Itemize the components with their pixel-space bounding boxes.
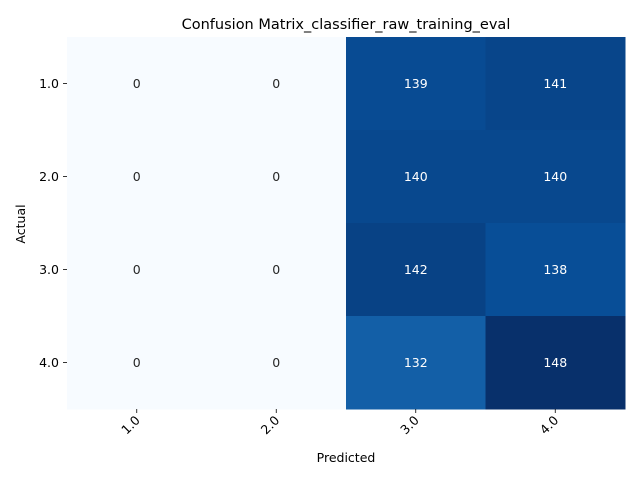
- heatmap-cell: [206, 130, 347, 224]
- y-tick-label: 2.0: [39, 169, 59, 184]
- x-axis-ticks: 1.0 2.0 3.0 4.0: [118, 409, 561, 437]
- heatmap-cell: [206, 316, 347, 410]
- heatmap-cell: [206, 223, 347, 317]
- cell-value-label: 142: [404, 262, 428, 277]
- chart-title: Confusion Matrix_classifier_raw_training…: [182, 17, 511, 33]
- cell-value-label: 140: [543, 169, 567, 184]
- cell-value-label: 0: [133, 355, 141, 370]
- cell-value-label: 140: [404, 169, 428, 184]
- heatmap-cell: [67, 37, 207, 131]
- cell-value-label: 141: [543, 76, 567, 91]
- x-tick-label: 3.0: [397, 412, 422, 437]
- heatmap-cell: [346, 223, 486, 317]
- x-tick-label: 2.0: [258, 412, 283, 437]
- cell-value-label: 0: [133, 262, 141, 277]
- heatmap-cell: [346, 130, 486, 224]
- y-tick-label: 3.0: [39, 262, 59, 277]
- cell-value-label: 0: [133, 169, 141, 184]
- cell-value-label: 148: [543, 355, 567, 370]
- heatmap-cell: [346, 316, 486, 410]
- cell-value-label: 0: [272, 169, 280, 184]
- y-tick-label: 1.0: [39, 76, 59, 91]
- heatmap-cell: [346, 37, 486, 131]
- heatmap-cell: [485, 130, 626, 224]
- heatmap-cell: [206, 37, 347, 131]
- y-tick-label: 4.0: [39, 355, 59, 370]
- heatmap-cell: [67, 223, 207, 317]
- heatmap-cell: [485, 223, 626, 317]
- x-axis-label: Predicted: [317, 450, 376, 465]
- heatmap-cells: 0 0 139 141 0 0 140 140 0 0 142 138 0 0 132 148: [67, 37, 626, 410]
- cell-value-label: 0: [272, 355, 280, 370]
- cell-value-label: 139: [404, 76, 428, 91]
- y-axis-label: Actual: [13, 204, 28, 243]
- heatmap-cell: [485, 37, 626, 131]
- cell-value-label: 132: [404, 355, 428, 370]
- cell-value-label: 138: [543, 262, 567, 277]
- heatmap-cell: [67, 316, 207, 410]
- cell-value-label: 0: [272, 76, 280, 91]
- heatmap-cell: [67, 130, 207, 224]
- heatmap-cell: [485, 316, 626, 410]
- x-tick-label: 1.0: [118, 412, 143, 437]
- cell-value-label: 0: [133, 76, 141, 91]
- x-tick-label: 4.0: [537, 412, 562, 437]
- y-axis-ticks: 1.0 2.0 3.0 4.0: [39, 76, 67, 370]
- cell-value-label: 0: [272, 262, 280, 277]
